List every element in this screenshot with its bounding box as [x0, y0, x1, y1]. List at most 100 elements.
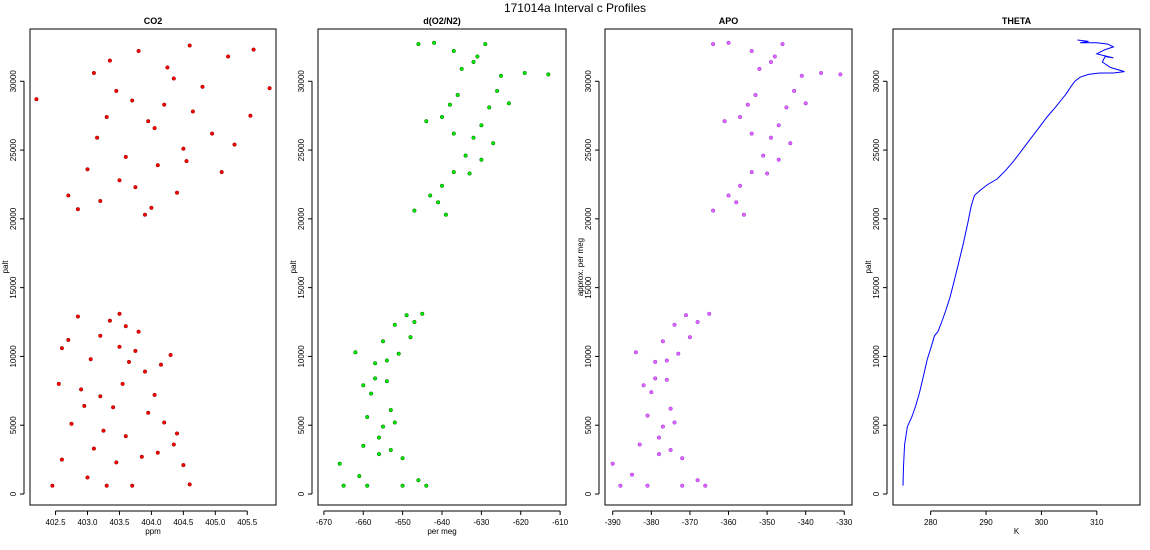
do2n2-data-point: [471, 135, 476, 140]
do2n2-data-point: [420, 311, 425, 316]
apo-data-point: [633, 350, 638, 355]
apo-data-point: [656, 452, 662, 457]
co2-data-point: [75, 207, 80, 212]
co2-data-point: [98, 394, 103, 399]
co2-data-point: [219, 170, 224, 175]
apo-data-point: [776, 157, 781, 162]
panel-apo: APO -390 -380 -370 -360 -350 -340 -330 0 5000 1000…: [576, 16, 853, 527]
apo-y-tick-label: 10000: [584, 345, 593, 368]
apo-data-point: [660, 424, 665, 429]
do2n2-y-tick-label: 20000: [297, 207, 306, 230]
apo-x-tick-label: -360: [720, 518, 737, 527]
co2-data-point: [101, 428, 106, 433]
co2-data-point: [226, 54, 231, 59]
do2n2-x-tick-label: -620: [513, 518, 530, 527]
apo-data-point: [683, 313, 689, 318]
co2-data-point: [142, 212, 148, 217]
do2n2-x-tick-label: -660: [355, 518, 372, 527]
theta-y-tick-label: 20000: [872, 207, 881, 230]
theta-title: THETA: [1002, 16, 1032, 26]
co2-y-tick-label: 30000: [9, 70, 18, 93]
apo-data-point: [711, 42, 716, 47]
theta-x-tick-label: 280: [924, 518, 938, 527]
do2n2-data-point: [455, 92, 460, 98]
do2n2-data-point: [388, 447, 393, 453]
page-title: 171014a Interval c Profiles: [503, 1, 647, 15]
co2-data-point: [133, 185, 138, 190]
do2n2-data-point: [365, 483, 370, 488]
co2-data-point: [146, 410, 151, 415]
apo-data-point: [641, 383, 646, 388]
theta-x-tick-label: 300: [1035, 518, 1049, 527]
do2n2-data-point: [432, 40, 437, 45]
apo-data-point: [776, 123, 781, 128]
do2n2-data-point: [361, 443, 366, 448]
apo-data-point: [680, 456, 685, 461]
do2n2-data-point: [479, 157, 484, 162]
co2-data-point: [91, 446, 96, 451]
co2-data-point: [123, 324, 128, 329]
do2n2-data-point: [428, 193, 433, 198]
apo-data-point: [668, 447, 673, 453]
co2-x-tick-label: 402.5: [46, 518, 67, 527]
do2n2-data-point: [451, 131, 456, 136]
co2-data-point: [155, 450, 160, 455]
apo-data-point: [734, 200, 739, 205]
co2-y-tick-label: 10000: [9, 345, 18, 368]
apo-x-tick-label: -340: [798, 518, 815, 527]
co2-data-point: [85, 167, 90, 172]
do2n2-data-point: [376, 435, 382, 440]
apo-data-point: [792, 88, 797, 93]
apo-data-point: [780, 42, 785, 47]
co2-y-tick-label: 15000: [9, 276, 18, 299]
do2n2-y-tick-label: 10000: [297, 345, 306, 368]
do2n2-title: d(O2/N2): [423, 16, 461, 26]
do2n2-data-point: [506, 101, 511, 106]
do2n2-data-point: [467, 171, 472, 176]
co2-data-point: [174, 431, 180, 436]
do2n2-data-point: [483, 42, 488, 47]
apo-data-point: [819, 70, 824, 76]
apo-y-tick-label: 5000: [584, 416, 593, 434]
co2-data-point: [126, 359, 132, 364]
apo-data-point: [649, 390, 654, 395]
apo-data-point: [784, 105, 789, 110]
do2n2-data-point: [487, 105, 492, 110]
apo-x-tick-label: -350: [759, 518, 776, 527]
do2n2-data-point: [380, 339, 386, 344]
apo-title: APO: [719, 16, 739, 26]
do2n2-data-point: [380, 424, 386, 429]
co2-data-point: [123, 154, 128, 159]
do2n2-x-tick-label: -610: [552, 518, 569, 527]
do2n2-data-point: [341, 483, 346, 488]
co2-data-point: [251, 47, 256, 52]
apo-x-tick-label: -330: [836, 518, 853, 527]
do2n2-data-point: [475, 54, 480, 59]
apo-data-point: [660, 339, 665, 344]
apo-data-point: [772, 54, 777, 59]
do2n2-y-tick-label: 25000: [297, 138, 306, 161]
apo-data-point: [672, 420, 677, 425]
do2n2-data-point: [373, 361, 378, 366]
do2n2-data-point: [400, 483, 405, 488]
co2-data-point: [59, 457, 64, 462]
theta-y-tick-label: 15000: [872, 276, 881, 299]
co2-data-point: [91, 70, 96, 76]
co2-data-point: [66, 337, 71, 342]
co2-data-point: [95, 135, 100, 140]
co2-data-point: [162, 420, 167, 425]
co2-data-point: [190, 109, 195, 114]
co2-data-point: [130, 98, 135, 103]
do2n2-data-point: [522, 70, 527, 76]
do2n2-data-point: [412, 208, 417, 213]
do2n2-y-tick-label: 0: [297, 491, 306, 496]
do2n2-data-point: [404, 313, 409, 318]
do2n2-data-point: [443, 212, 448, 217]
do2n2-data-point: [498, 73, 504, 78]
do2n2-data-point: [357, 474, 362, 479]
apo-data-point: [664, 358, 669, 363]
apo-data-point: [618, 483, 623, 488]
panel-theta: THETA 280 290 300 310 K 0 5000 10000 15000 20000 25…: [864, 16, 1141, 536]
co2-data-point: [59, 346, 64, 351]
